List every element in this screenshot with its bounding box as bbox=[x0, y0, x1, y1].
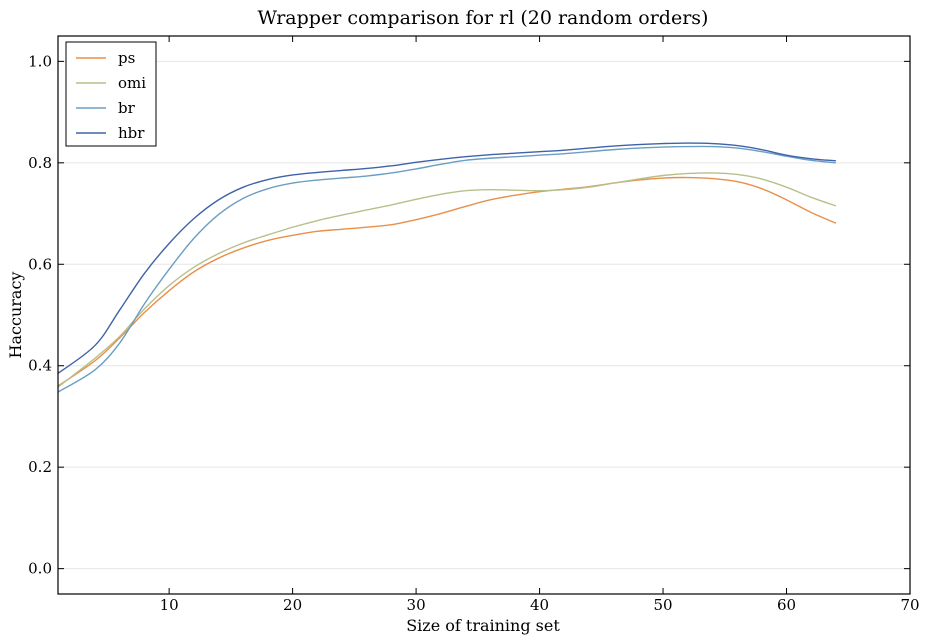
x-tick-label: 50 bbox=[653, 596, 672, 614]
chart-title: Wrapper comparison for rl (20 random ord… bbox=[258, 7, 709, 29]
series-line-hbr bbox=[57, 142, 836, 374]
y-tick-label: 0.8 bbox=[28, 154, 52, 172]
x-tick-label: 70 bbox=[900, 596, 919, 614]
y-tick-label: 0.4 bbox=[28, 357, 52, 375]
legend-box bbox=[65, 41, 157, 147]
x-tick-label: 30 bbox=[407, 596, 426, 614]
series-line-br bbox=[57, 145, 836, 393]
x-tick-label: 20 bbox=[283, 596, 302, 614]
y-axis-label: Haccuracy bbox=[6, 272, 25, 359]
y-tick-label: 0.0 bbox=[28, 560, 52, 578]
x-tick-label: 40 bbox=[530, 596, 549, 614]
y-tick-label: 0.6 bbox=[28, 255, 52, 273]
x-tick-label: 60 bbox=[777, 596, 796, 614]
x-axis-label: Size of training set bbox=[406, 616, 560, 635]
legend: ps omi br hbr bbox=[65, 41, 157, 147]
y-tick-label: 0.2 bbox=[28, 458, 52, 476]
legend-label-omi: omi bbox=[118, 74, 146, 92]
legend-label-br: br bbox=[118, 99, 136, 117]
series-line-omi bbox=[57, 172, 837, 388]
series-group bbox=[57, 142, 837, 393]
plot-frame bbox=[57, 35, 911, 595]
grid bbox=[58, 60, 910, 570]
y-axis-ticks: 0.0 0.2 0.4 0.6 0.8 1.0 bbox=[28, 52, 910, 578]
series-line-ps bbox=[57, 176, 837, 387]
legend-label-hbr: hbr bbox=[118, 124, 145, 142]
legend-label-ps: ps bbox=[118, 49, 135, 67]
x-axis-ticks: 10 20 30 40 50 60 70 bbox=[160, 36, 920, 614]
y-tick-label: 1.0 bbox=[28, 52, 52, 70]
x-tick-label: 10 bbox=[160, 596, 179, 614]
